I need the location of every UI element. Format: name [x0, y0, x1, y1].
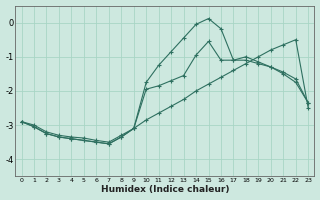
X-axis label: Humidex (Indice chaleur): Humidex (Indice chaleur)	[100, 185, 229, 194]
